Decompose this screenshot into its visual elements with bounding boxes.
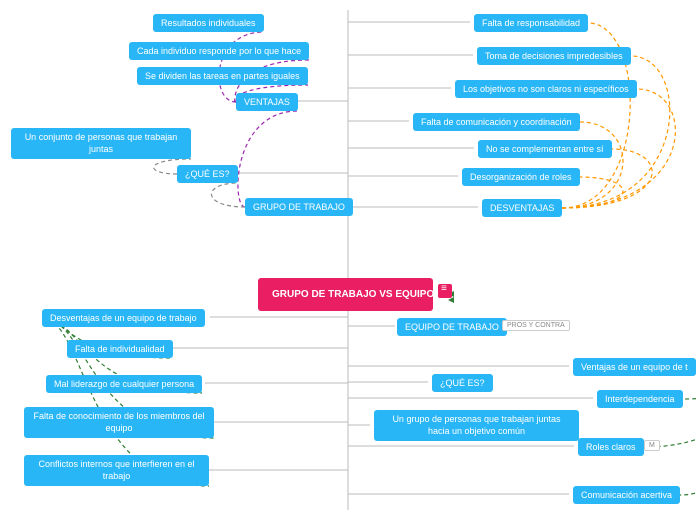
- node-desv_equipo[interactable]: Desventajas de un equipo de trabajo: [42, 309, 205, 327]
- node-desorg[interactable]: Desorganización de roles: [462, 168, 580, 186]
- node-ventajas[interactable]: VENTAJAS: [236, 93, 298, 111]
- node-cada_ind[interactable]: Cada individuo responde por lo que hace: [129, 42, 309, 60]
- node-conflictos[interactable]: Conflictos internos que interfieren en e…: [24, 455, 209, 486]
- node-falta_com[interactable]: Falta de comunicación y coordinación: [413, 113, 580, 131]
- node-com_acert[interactable]: Comunicación acertiva: [573, 486, 680, 504]
- small-label: M: [644, 440, 660, 451]
- node-que_es_2[interactable]: ¿QUÉ ES?: [432, 374, 493, 392]
- node-objetivos[interactable]: Los objetivos no son claros ni específic…: [455, 80, 637, 98]
- node-conjunto[interactable]: Un conjunto de personas que trabajan jun…: [11, 128, 191, 159]
- node-grupo_pers[interactable]: Un grupo de personas que trabajan juntas…: [374, 410, 579, 441]
- menu-icon[interactable]: [438, 284, 452, 298]
- node-interdep[interactable]: Interdependencia: [597, 390, 683, 408]
- node-ventajas_eq[interactable]: Ventajas de un equipo de t: [573, 358, 696, 376]
- node-resultados[interactable]: Resultados individuales: [153, 14, 264, 32]
- node-toma_dec[interactable]: Toma de decisiones impredesibles: [477, 47, 631, 65]
- small-label: PROS Y CONTRA: [502, 320, 570, 331]
- node-falta_conoc[interactable]: Falta de conocimiento de los miembros de…: [24, 407, 214, 438]
- node-falta_resp[interactable]: Falta de responsabilidad: [474, 14, 588, 32]
- node-que_es_1[interactable]: ¿QUÉ ES?: [177, 165, 238, 183]
- node-desventajas[interactable]: DESVENTAJAS: [482, 199, 562, 217]
- node-equipo_trabajo[interactable]: EQUIPO DE TRABAJO: [397, 318, 507, 336]
- node-no_compl[interactable]: No se complementan entre sí: [478, 140, 612, 158]
- node-falta_indiv[interactable]: Falta de individualidad: [67, 340, 173, 358]
- node-mal_lider[interactable]: Mal liderazgo de cualquier persona: [46, 375, 202, 393]
- node-dividen[interactable]: Se dividen las tareas en partes iguales: [137, 67, 308, 85]
- center-node[interactable]: GRUPO DE TRABAJO VS EQUIPO DE TRABAJO: [258, 278, 433, 311]
- node-roles_claros[interactable]: Roles claros: [578, 438, 644, 456]
- node-grupo_trabajo[interactable]: GRUPO DE TRABAJO: [245, 198, 353, 216]
